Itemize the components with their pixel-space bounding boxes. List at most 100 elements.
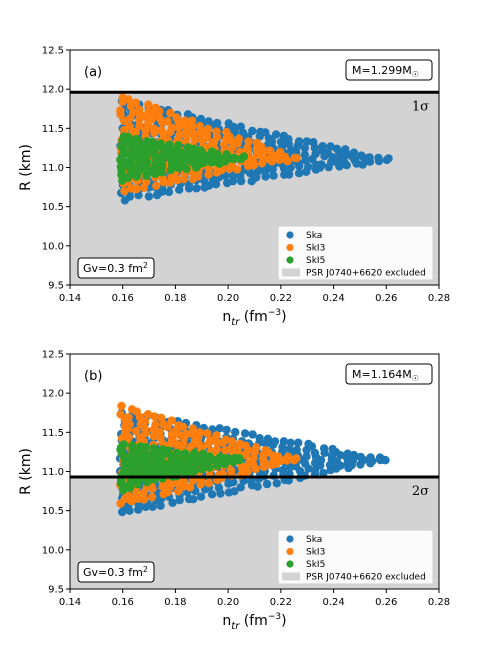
data-point [286, 438, 295, 447]
data-point [236, 483, 245, 492]
data-point [300, 150, 309, 160]
data-point [140, 417, 150, 426]
data-point [124, 413, 133, 422]
data-point [215, 424, 224, 433]
data-point [181, 116, 190, 125]
data-point [156, 501, 165, 510]
data-point [301, 459, 310, 468]
data-point [163, 423, 172, 432]
data-point [226, 466, 236, 475]
data-point [357, 151, 366, 160]
data-point [135, 121, 144, 130]
data-point [318, 142, 327, 151]
data-point [248, 126, 257, 136]
data-point [131, 427, 141, 436]
x-tick-label: 0.22 [270, 293, 292, 304]
data-point [174, 123, 183, 132]
x-axis-label: ntr (fm−3) [222, 308, 286, 328]
data-point [144, 192, 154, 201]
data-point [139, 495, 149, 504]
data-point [292, 445, 301, 454]
legend-label: SkI5 [306, 256, 325, 266]
data-point [207, 490, 217, 499]
data-point [190, 144, 199, 153]
y-axis-label: R (km) [18, 144, 34, 191]
data-point [212, 437, 221, 447]
legend-label: SkI3 [306, 548, 325, 558]
x-tick-label: 0.26 [375, 293, 397, 304]
data-point [211, 180, 221, 189]
legend-label: PSR J0740+6620 excluded [306, 573, 426, 583]
y-tick-label: 12.0 [42, 389, 64, 400]
data-point [286, 163, 295, 172]
data-point [147, 137, 157, 147]
data-point [253, 482, 262, 491]
data-point [204, 117, 213, 126]
y-tick-label: 12.5 [42, 350, 64, 361]
data-point [271, 130, 281, 139]
data-point [341, 145, 350, 154]
x-tick-label: 0.14 [59, 293, 81, 304]
legend-marker [286, 231, 294, 239]
data-point [326, 142, 335, 151]
y-tick-label: 10.0 [42, 545, 64, 556]
legend-label: Ska [306, 231, 322, 241]
mass-box [345, 363, 433, 385]
data-point [374, 153, 383, 163]
gv-label: Gv=0.3 fm2 [83, 261, 148, 275]
data-point [150, 412, 159, 421]
data-point [155, 107, 164, 116]
data-point [302, 137, 311, 146]
data-point [149, 431, 159, 441]
data-point [235, 455, 244, 465]
data-point [155, 113, 164, 123]
data-point [257, 142, 266, 151]
data-point [151, 420, 160, 429]
data-point [232, 165, 242, 174]
data-point [213, 149, 222, 159]
data-point [124, 433, 133, 442]
data-point [125, 122, 134, 131]
data-point [319, 468, 328, 478]
data-point [234, 134, 243, 143]
data-point [179, 477, 189, 487]
data-point [249, 460, 258, 470]
data-point [158, 174, 168, 184]
data-point [188, 424, 197, 433]
data-point [125, 420, 134, 429]
data-point [317, 160, 326, 169]
mass-box [345, 59, 433, 81]
y-tick-label: 12.0 [42, 85, 64, 96]
data-point [131, 490, 141, 500]
data-point [339, 156, 348, 165]
data-point [166, 108, 175, 118]
data-point [125, 506, 134, 515]
gv-box [77, 561, 155, 583]
legend-marker [286, 560, 294, 568]
y-tick-label: 9.5 [48, 281, 64, 292]
data-point [147, 115, 156, 124]
x-axis-label: ntr (fm−3) [222, 612, 286, 632]
data-point [240, 429, 250, 438]
data-point [144, 100, 153, 109]
legend-marker [286, 243, 294, 252]
data-point [222, 425, 231, 435]
y-tick-label: 11.5 [42, 428, 64, 439]
data-point [167, 416, 176, 425]
data-point [148, 484, 157, 493]
x-tick-label: 0.18 [164, 597, 186, 608]
data-point [120, 186, 129, 196]
x-tick-label: 0.16 [112, 293, 134, 304]
data-point [172, 113, 181, 122]
data-point [272, 479, 281, 488]
data-point [265, 146, 275, 155]
legend-marker [286, 256, 294, 264]
data-point [248, 157, 258, 166]
sigma-label: 2σ [412, 484, 429, 499]
data-point [294, 438, 303, 447]
data-point [236, 122, 245, 131]
y-tick-label: 10.5 [42, 506, 64, 517]
data-point [124, 95, 133, 104]
data-point [236, 154, 246, 164]
